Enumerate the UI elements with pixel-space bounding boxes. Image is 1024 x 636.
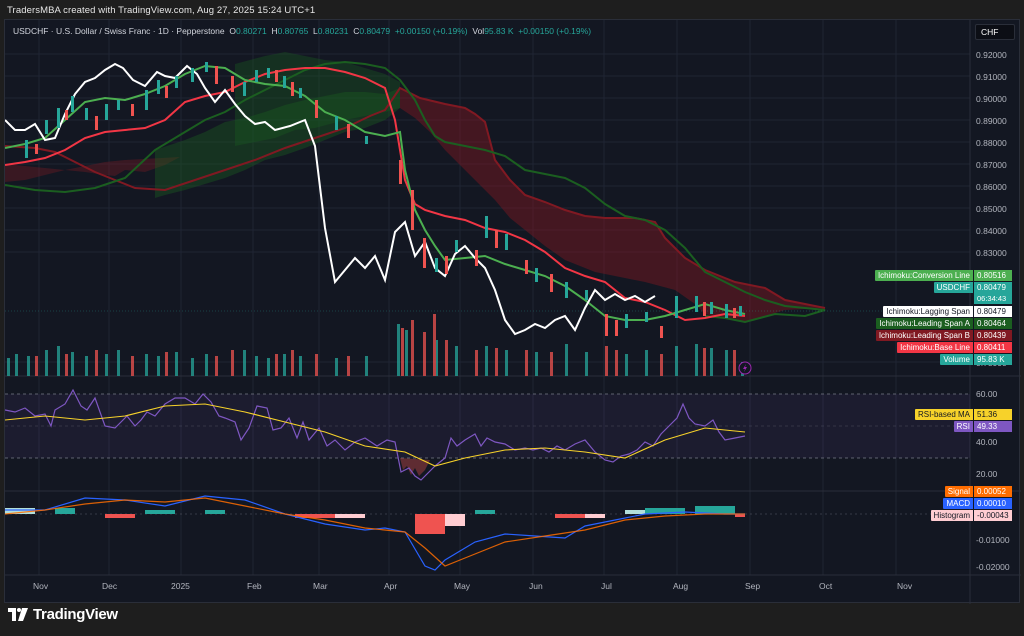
- ichimoku-lagging-span: [5, 62, 656, 336]
- change-value: +0.00150 (+0.19%): [394, 26, 468, 36]
- time-tick: Feb: [247, 581, 262, 591]
- grid-lines: [5, 20, 970, 575]
- volume-change-value: +0.00150 (+0.19%): [518, 26, 592, 36]
- tradingview-logo-icon: [8, 608, 28, 621]
- macd-line: [5, 495, 745, 571]
- time-tick: Aug: [673, 581, 689, 591]
- time-tick: Dec: [102, 581, 118, 591]
- price-tick: 0.92000: [976, 50, 1007, 60]
- high-value: 0.80765: [277, 26, 309, 36]
- rsi-ma-line: [5, 403, 746, 467]
- time-tick: May: [454, 581, 471, 591]
- time-tick: Jun: [529, 581, 543, 591]
- tag-macd: MACD 0.00010: [943, 498, 1012, 509]
- tag-leading-span-a: Ichimoku:Leading Span A 0.80464: [876, 318, 1012, 329]
- macd-histogram: [5, 506, 745, 534]
- price-tick: 0.83000: [976, 248, 1007, 258]
- tag-volume: Volume 95.83 K: [940, 354, 1012, 365]
- macd-tick: -0.01000: [976, 535, 1010, 545]
- tag-countdown: 06:34:43: [973, 293, 1012, 304]
- price-tick: 0.89000: [976, 116, 1007, 126]
- tag-rsi-ma: RSI-based MA 51.36: [914, 409, 1012, 420]
- chart-canvas[interactable]: [5, 20, 1021, 604]
- rsi-line: [5, 388, 746, 481]
- price-tick: 0.87000: [976, 160, 1007, 170]
- ichimoku-conversion-line: [5, 64, 746, 321]
- rsi-tick: 60.00: [976, 389, 998, 399]
- close-value: 0.80479: [359, 26, 391, 36]
- time-tick: Sep: [745, 581, 761, 591]
- time-tick: Jul: [601, 581, 612, 591]
- chart-container[interactable]: USDCHF · U.S. Dollar / Swiss Franc · 1D …: [4, 19, 1021, 604]
- price-tick: 0.85000: [976, 204, 1007, 214]
- rsi-oversold-fill: [400, 458, 430, 476]
- currency-button[interactable]: CHF: [975, 24, 1015, 40]
- macd-signal-line: [5, 497, 745, 567]
- price-tick: 0.86000: [976, 182, 1007, 192]
- price-tick: 0.91000: [976, 72, 1007, 82]
- time-tick: Nov: [897, 581, 913, 591]
- ichimoku-base-line: [5, 67, 746, 322]
- time-tick: Nov: [33, 581, 49, 591]
- tag-base-line: Ichimoku:Base Line 0.80411: [897, 342, 1012, 353]
- price-tick: 0.84000: [976, 226, 1007, 236]
- rsi-tick: 20.00: [976, 469, 998, 479]
- time-tick: Mar: [313, 581, 328, 591]
- tag-usdchf-price: USDCHF 0.80479: [933, 282, 1012, 293]
- tag-lagging-span: Ichimoku:Lagging Span 0.80479: [883, 306, 1012, 317]
- ichimoku-cloud-bearish: [5, 157, 180, 182]
- symbol-description: USDCHF · U.S. Dollar / Swiss Franc · 1D …: [13, 26, 225, 36]
- volume-bars: [7, 314, 744, 376]
- tradingview-brand: TradingView: [33, 606, 118, 623]
- time-tick: Apr: [384, 581, 398, 591]
- symbol-legend: USDCHF · U.S. Dollar / Swiss Franc · 1D …: [13, 26, 592, 36]
- rsi-tick: 40.00: [976, 437, 998, 447]
- ichimoku-leading-span-b: [5, 86, 826, 309]
- time-tick: 2025: [171, 581, 190, 591]
- lightning-icon[interactable]: [738, 361, 752, 375]
- price-tick: 0.90000: [976, 94, 1007, 104]
- time-tick: Oct: [819, 581, 833, 591]
- low-value: 0.80231: [317, 26, 349, 36]
- open-value: 0.80271: [235, 26, 267, 36]
- tradingview-logo[interactable]: TradingView: [8, 606, 118, 623]
- tag-histogram: Histogram -0.00043: [930, 510, 1012, 521]
- tag-conversion-line: Ichimoku:Conversion Line 0.80516: [874, 270, 1012, 281]
- macd-tick: -0.02000: [976, 562, 1010, 572]
- ichimoku-leading-span-a: [5, 60, 826, 324]
- price-tick: 0.88000: [976, 138, 1007, 148]
- ichimoku-cloud-bullish: [155, 88, 400, 198]
- tag-signal: Signal 0.00052: [944, 486, 1012, 497]
- price-candles: [25, 62, 742, 338]
- tag-rsi: RSI 49.33: [953, 421, 1012, 432]
- chart-credit: TradersMBA created with TradingView.com,…: [7, 5, 316, 16]
- tag-leading-span-b: Ichimoku:Leading Span B 0.80439: [875, 330, 1012, 341]
- volume-value: 95.83 K: [484, 26, 514, 36]
